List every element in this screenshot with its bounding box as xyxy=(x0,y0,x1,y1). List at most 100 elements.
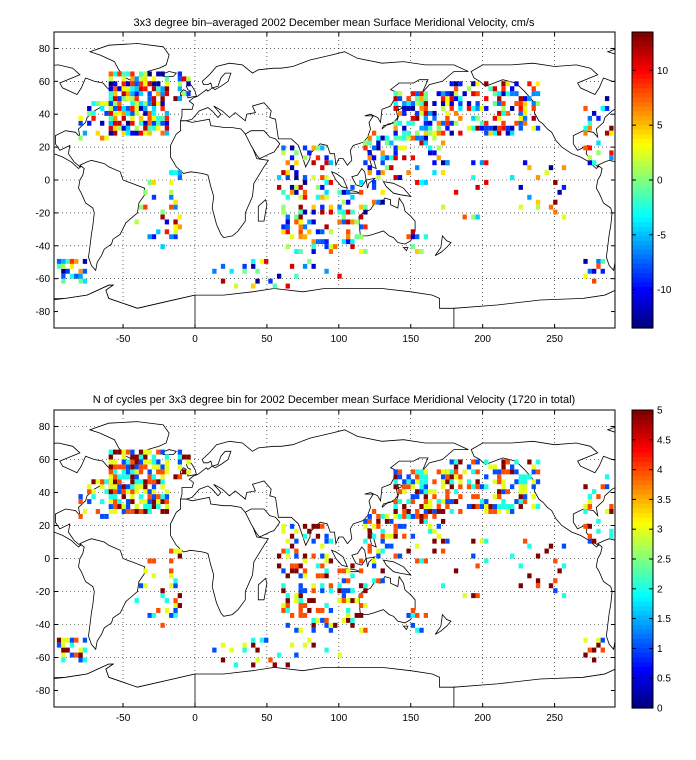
bin-cell xyxy=(419,504,424,509)
bin-cell xyxy=(134,91,139,97)
bin-cell xyxy=(527,573,532,579)
bin-cell xyxy=(475,101,480,106)
bin-cell xyxy=(78,135,83,141)
bin-cell xyxy=(423,489,428,495)
bin-cell xyxy=(346,617,351,623)
bin-cell xyxy=(186,76,191,82)
bin-cell xyxy=(289,145,295,151)
bin-cell xyxy=(527,459,532,465)
bin-cell xyxy=(358,180,364,185)
bin-cell xyxy=(328,583,334,589)
bin-cell xyxy=(147,115,152,121)
bin-cell xyxy=(596,263,601,269)
bin-cell xyxy=(363,588,368,594)
bin-cell xyxy=(289,543,295,549)
bin-cell xyxy=(436,125,441,131)
bin-cell xyxy=(285,175,290,180)
bin-cell xyxy=(453,81,459,87)
bin-cell xyxy=(410,120,416,126)
bin-cell xyxy=(462,214,467,220)
bin-cell xyxy=(298,214,303,220)
colorbar-segment xyxy=(632,212,653,218)
bin-cell xyxy=(285,160,290,166)
bin-cell xyxy=(134,464,139,470)
colorbar-segment xyxy=(632,628,653,635)
bin-cell xyxy=(121,494,126,500)
panel-1-x-ticks: -50 0 50 100 150 200 250 xyxy=(116,32,563,345)
bin-cell xyxy=(302,612,308,618)
bin-cell xyxy=(419,489,424,495)
bin-cell xyxy=(311,239,316,245)
colorbar-segment xyxy=(632,92,653,98)
bin-cell xyxy=(328,229,334,235)
bin-cell xyxy=(333,244,338,250)
bin-cell xyxy=(134,459,139,465)
bin-cell xyxy=(169,612,174,618)
bin-cell xyxy=(311,249,316,254)
bin-cell xyxy=(328,180,334,185)
bin-cell xyxy=(298,194,303,200)
bin-cell xyxy=(173,219,178,225)
bin-cell xyxy=(298,249,303,254)
bin-cell xyxy=(397,120,403,126)
bin-cell xyxy=(393,91,398,97)
bin-cell xyxy=(548,165,554,171)
bin-cell xyxy=(281,229,286,235)
bin-cell xyxy=(600,647,605,653)
bin-cell xyxy=(484,558,489,564)
bin-cell xyxy=(358,583,364,589)
colorbar-segment xyxy=(632,521,653,528)
bin-cell xyxy=(440,583,446,589)
bin-cell xyxy=(535,175,541,180)
bin-cell xyxy=(160,214,165,220)
bin-cell xyxy=(285,244,290,250)
bin-cell xyxy=(415,91,420,97)
bin-cell xyxy=(428,130,433,136)
bin-cell xyxy=(173,204,178,210)
bin-cell xyxy=(561,184,567,190)
bin-cell xyxy=(440,518,446,524)
bin-cell xyxy=(151,234,157,240)
bin-cell xyxy=(285,608,290,613)
bin-cell xyxy=(531,464,536,470)
bin-cell xyxy=(384,518,390,524)
bin-cell xyxy=(514,120,519,126)
bin-cell xyxy=(596,637,601,643)
bin-cell xyxy=(406,120,411,126)
bin-cell xyxy=(134,479,139,485)
colorbar-tick-label: -5 xyxy=(657,230,666,241)
bin-cell xyxy=(289,612,295,618)
bin-cell xyxy=(475,91,480,97)
bin-cell xyxy=(87,499,92,505)
colorbar-tick-label: -10 xyxy=(657,285,672,296)
bin-cell xyxy=(255,647,260,653)
bin-cell xyxy=(453,469,459,475)
bin-cell xyxy=(95,479,101,485)
bin-cell xyxy=(311,538,316,544)
bin-cell xyxy=(380,568,385,574)
bin-cell xyxy=(471,175,476,180)
bin-cell xyxy=(440,479,446,485)
bin-cell xyxy=(112,459,118,465)
bin-cell xyxy=(160,469,165,475)
bin-cell xyxy=(380,578,385,584)
bin-cell xyxy=(380,513,385,519)
bin-cell xyxy=(419,101,424,106)
bin-cell xyxy=(527,96,532,102)
bin-cell xyxy=(117,120,122,126)
bin-cell xyxy=(410,135,416,141)
bin-cell xyxy=(419,91,424,97)
bin-cell xyxy=(333,622,338,628)
colorbar-tick-label: 5 xyxy=(657,406,663,417)
bin-cell xyxy=(160,106,165,111)
bin-cell xyxy=(160,449,165,455)
bin-cell xyxy=(143,125,148,131)
bin-cell xyxy=(406,612,411,618)
bin-cell xyxy=(449,459,454,465)
bin-cell xyxy=(415,130,420,136)
colorbar-segment xyxy=(632,512,653,518)
bin-cell xyxy=(156,125,161,131)
bin-cell xyxy=(371,509,377,514)
bin-cell xyxy=(380,135,385,141)
